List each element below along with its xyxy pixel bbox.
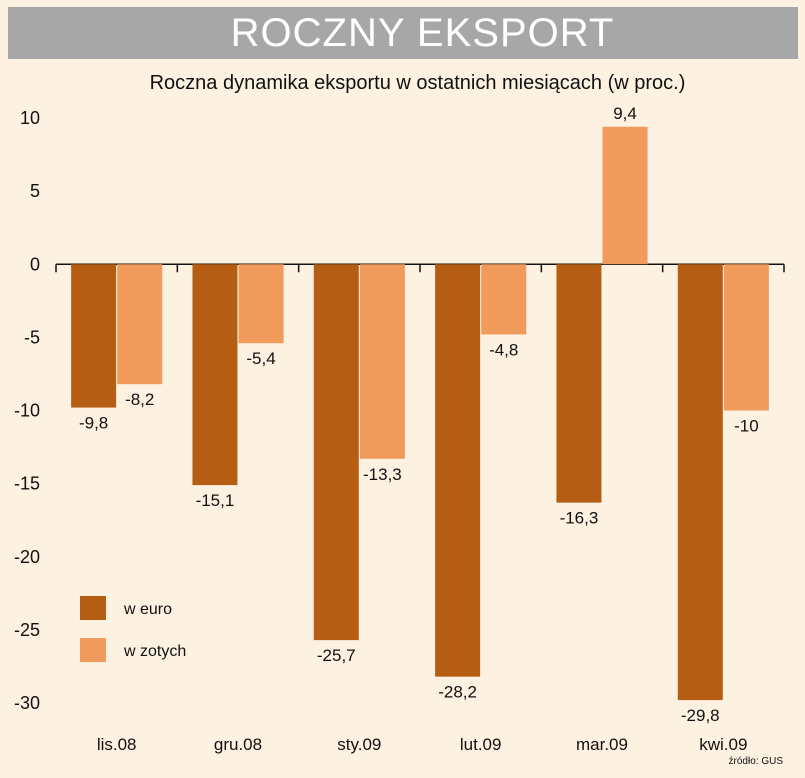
bar-euro (677, 264, 723, 701)
bar-euro (556, 264, 602, 503)
data-label: -16,3 (560, 509, 599, 528)
page-title: ROCZNY EKSPORT (230, 11, 615, 55)
y-tick-label: -25 (14, 620, 40, 640)
data-label: -25,7 (317, 646, 356, 665)
bar-euro (435, 264, 481, 677)
data-label: -13,3 (363, 465, 402, 484)
bar-euro (313, 264, 359, 641)
y-tick-label: -5 (24, 327, 40, 347)
legend-swatch-euro (80, 596, 106, 620)
data-label: -29,8 (681, 706, 720, 725)
data-label: -28,2 (438, 683, 477, 702)
data-label: -10 (734, 417, 759, 436)
x-category-label: lut.09 (460, 735, 502, 754)
bar-zloty (723, 264, 769, 411)
legend-swatch-zloty (80, 638, 106, 662)
bar-zloty (481, 264, 527, 335)
source-note: źródło: GUS (728, 756, 783, 767)
bar-euro (192, 264, 238, 486)
y-tick-label: 10 (20, 108, 40, 128)
x-category-label: gru.08 (214, 735, 262, 754)
bar-zloty (117, 264, 163, 385)
bar-zloty (238, 264, 284, 344)
chart-subtitle: Roczna dynamika eksportu w ostatnich mie… (149, 72, 686, 94)
y-tick-label: 5 (30, 181, 40, 201)
x-category-label: kwi.09 (699, 735, 747, 754)
legend-label-euro: w euro (123, 601, 172, 618)
x-category-label: mar.09 (576, 735, 628, 754)
bar-zloty (359, 264, 405, 459)
data-label: -9,8 (79, 414, 108, 433)
data-label: -8,2 (125, 390, 154, 409)
title-banner (0, 0, 805, 66)
y-tick-label: -10 (14, 401, 40, 421)
legend-label-zloty: w zotych (123, 643, 186, 660)
y-tick-label: 0 (30, 254, 40, 274)
bar-euro (71, 264, 117, 408)
y-tick-label: -20 (14, 547, 40, 567)
bar-zloty (602, 126, 648, 265)
title-banner-box (8, 7, 798, 59)
data-label: 9,4 (613, 104, 637, 123)
y-tick-label: -15 (14, 474, 40, 494)
x-category-label: lis.08 (97, 735, 137, 754)
data-label: -5,4 (246, 349, 275, 368)
x-category-label: sty.09 (337, 735, 381, 754)
data-label: -4,8 (489, 340, 518, 359)
data-label: -15,1 (196, 491, 235, 510)
y-tick-label: -30 (14, 693, 40, 713)
